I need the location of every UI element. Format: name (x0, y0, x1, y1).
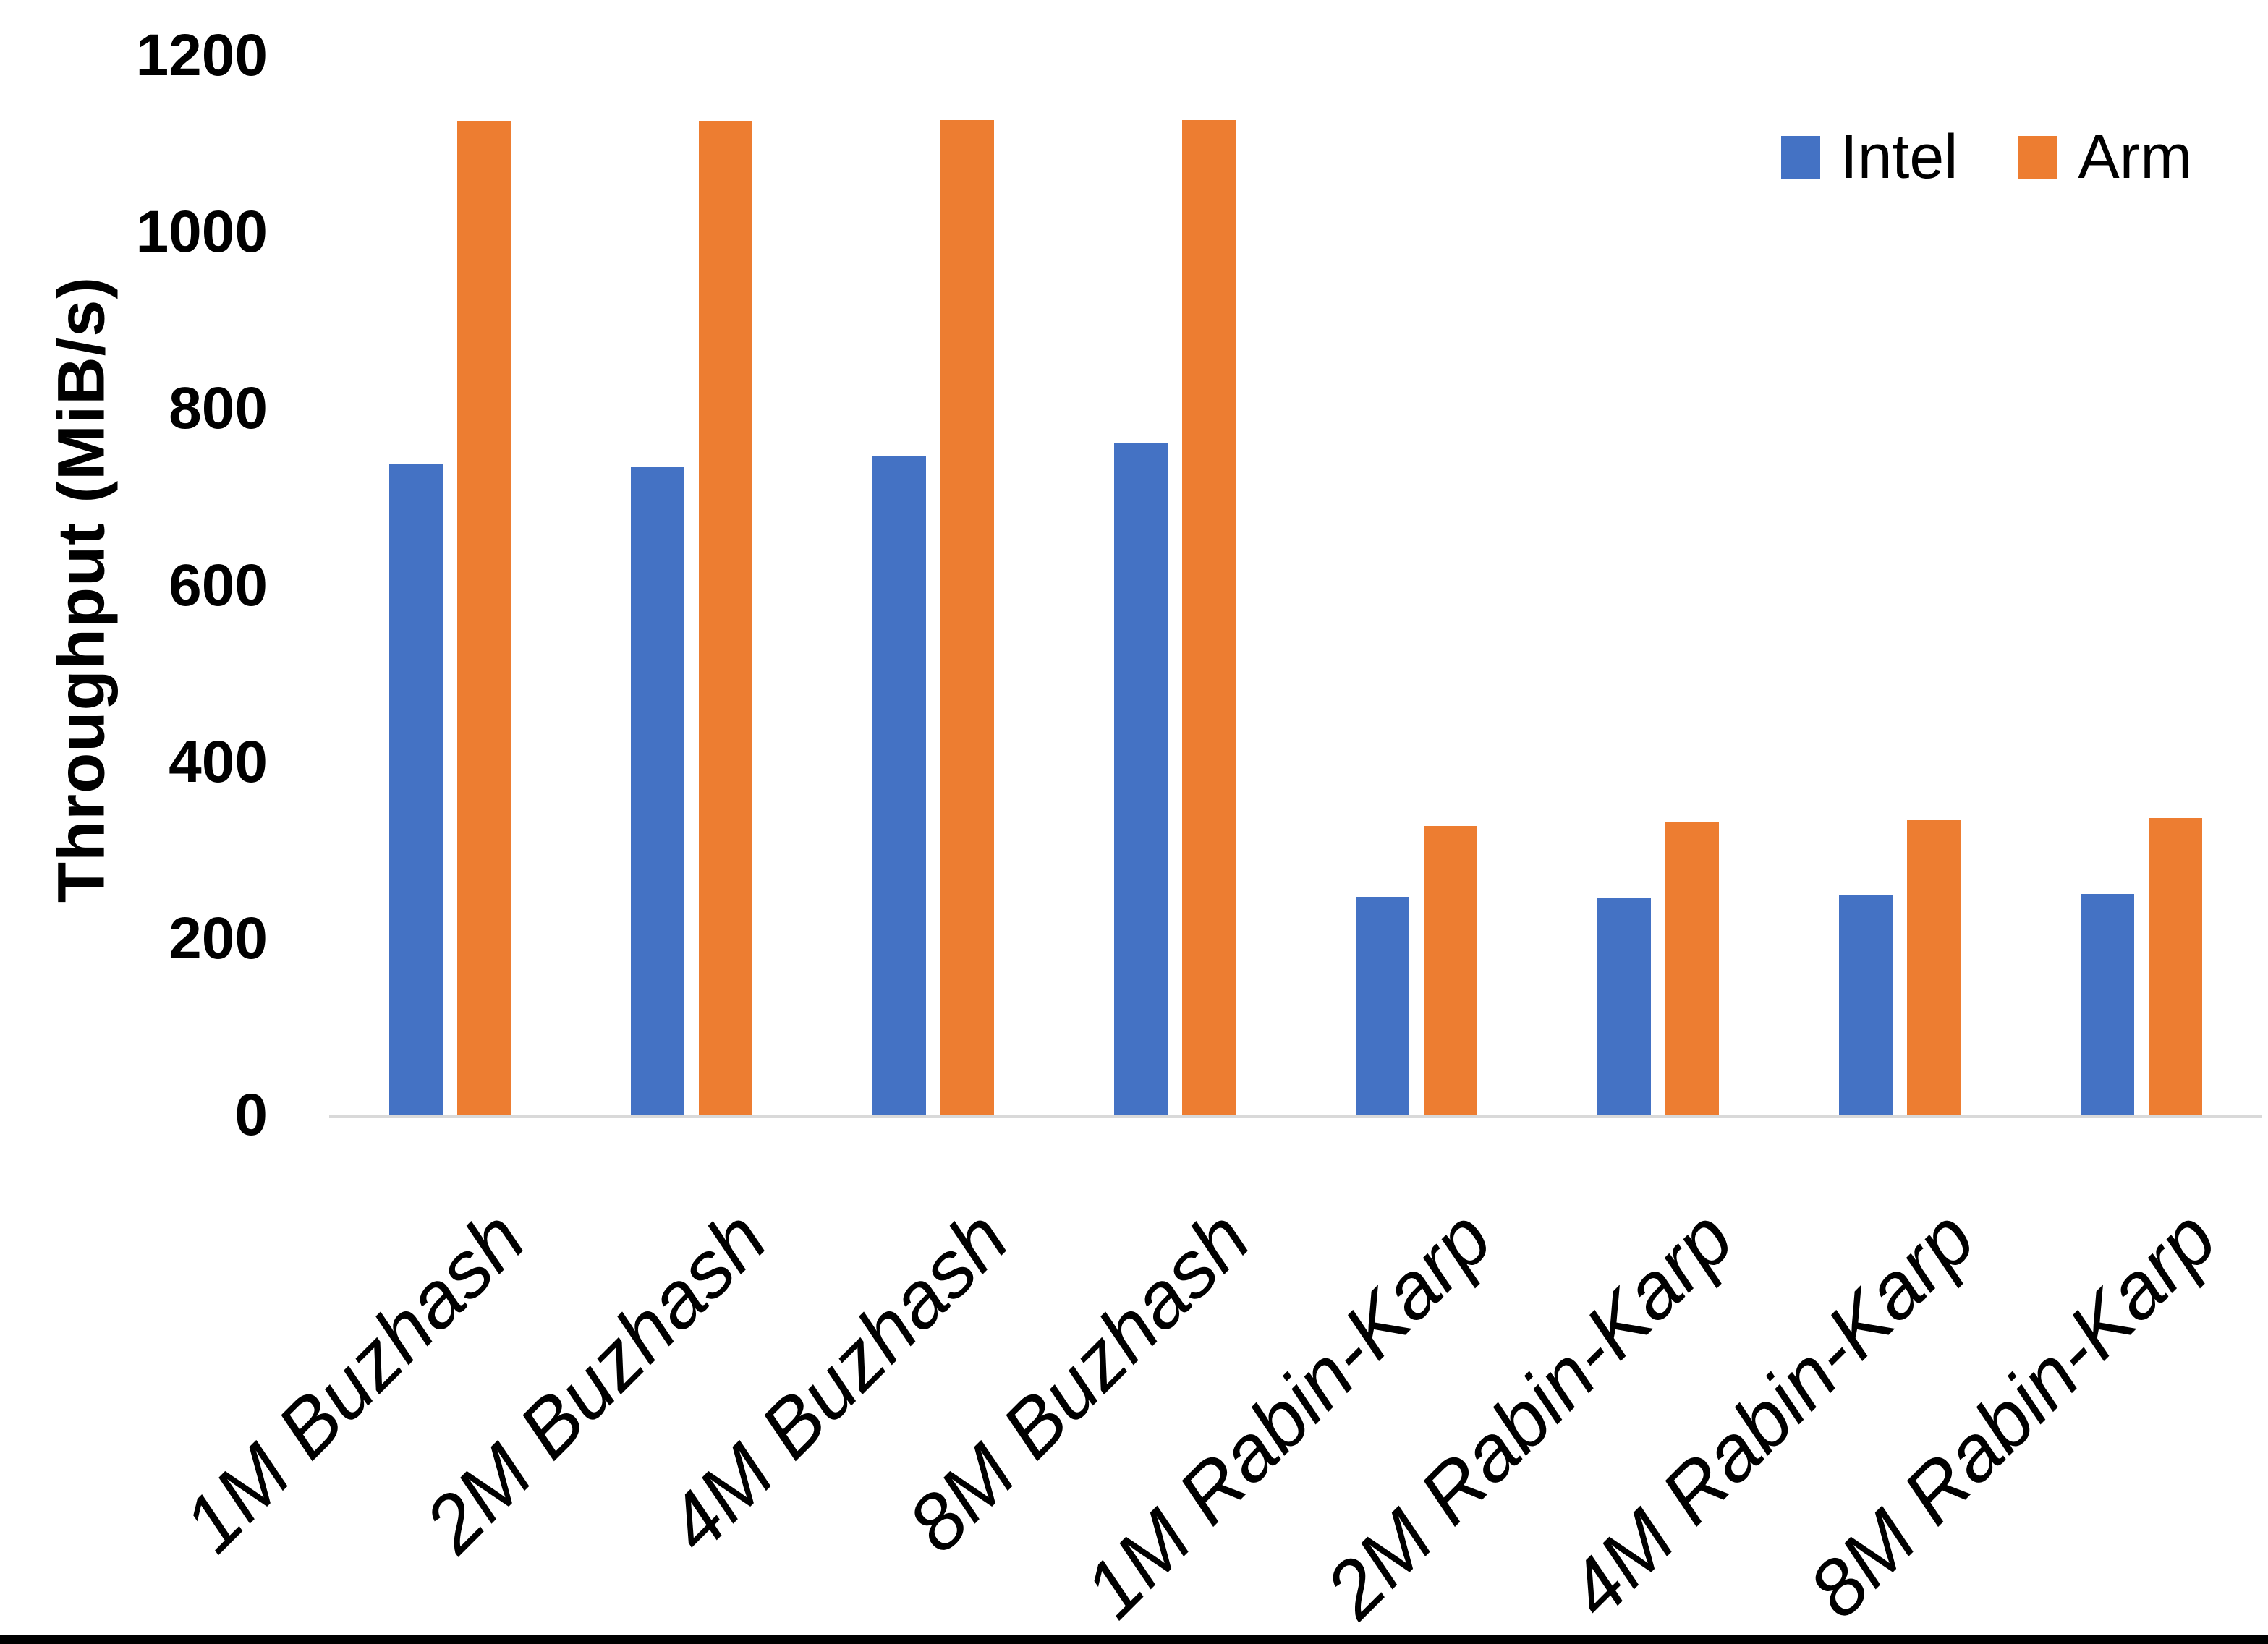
x-axis-label: 1M Buzhash (166, 1193, 543, 1570)
legend-label-intel: Intel (1840, 122, 1958, 192)
bar-arm-2 (699, 121, 752, 1115)
bar-arm-3 (940, 120, 994, 1115)
bar-arm-8 (2149, 818, 2202, 1115)
y-tick-label: 400 (169, 728, 268, 795)
y-tick-label: 800 (169, 375, 268, 442)
bar-arm-4 (1182, 120, 1236, 1115)
bar-intel-4 (1114, 443, 1168, 1115)
legend-entry-intel: Intel (1780, 122, 1958, 193)
legend-swatch-intel (1780, 135, 1820, 179)
bar-intel-3 (872, 456, 926, 1115)
plot-area (329, 56, 2262, 1118)
legend-entry-arm: Arm (2018, 122, 2192, 193)
bar-intel-1 (389, 464, 443, 1115)
y-tick-label: 600 (169, 552, 268, 618)
legend-label-arm: Arm (2078, 122, 2192, 192)
y-tick-label: 1200 (135, 22, 268, 88)
bar-intel-5 (1356, 897, 1409, 1115)
y-tick-label: 200 (169, 905, 268, 971)
y-tick-label: 0 (234, 1082, 268, 1148)
bar-intel-8 (2081, 894, 2134, 1115)
legend: Intel Arm (1780, 122, 2192, 193)
bar-intel-7 (1839, 895, 1893, 1115)
bar-intel-6 (1597, 898, 1651, 1115)
y-tick-label: 1000 (135, 199, 268, 265)
bar-intel-2 (631, 467, 684, 1115)
bar-arm-1 (457, 121, 511, 1115)
legend-swatch-arm (2018, 135, 2058, 179)
bar-arm-5 (1424, 826, 1477, 1115)
bar-arm-7 (1907, 820, 1961, 1115)
bar-arm-6 (1665, 822, 1719, 1115)
bottom-border (0, 1635, 2268, 1644)
